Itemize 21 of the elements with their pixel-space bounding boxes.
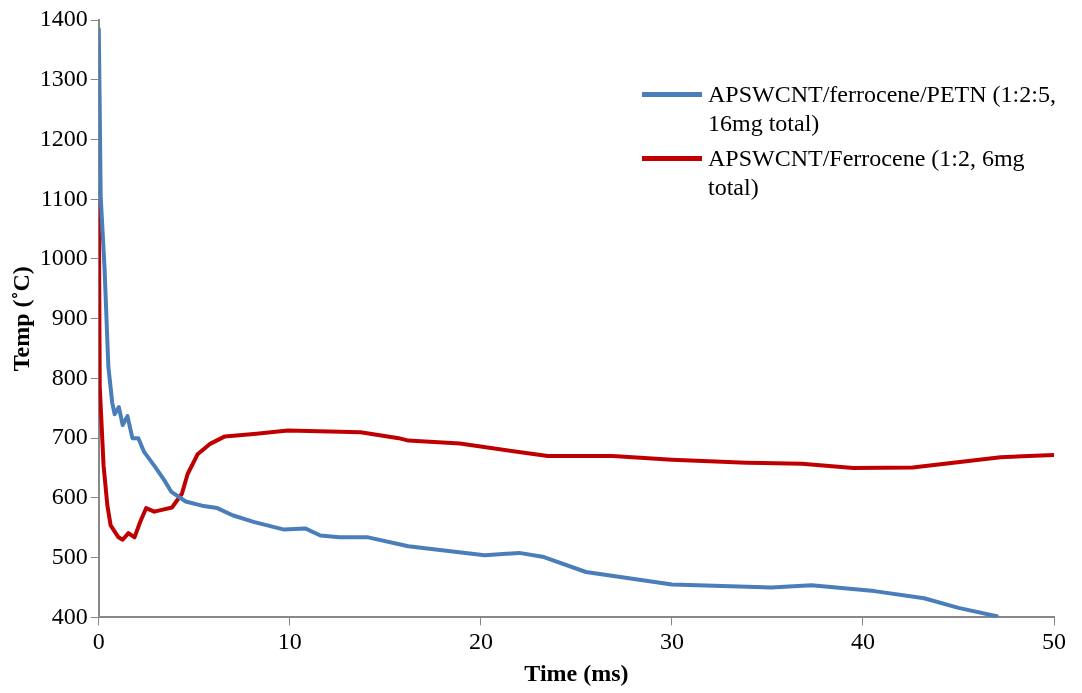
y-tick-label: 1200 (39, 124, 88, 151)
x-tick-label: 0 (92, 628, 105, 655)
y-tick-label: 1100 (40, 184, 88, 211)
x-tick-label: 40 (850, 628, 875, 655)
y-tick-label: 500 (51, 542, 88, 569)
y-tick-label: 600 (51, 483, 88, 510)
y-tick-label: 700 (51, 423, 88, 450)
y-tick-label: 1400 (39, 5, 88, 32)
y-tick-label: 1000 (39, 244, 88, 271)
x-tick-label: 30 (659, 628, 684, 655)
x-tick-label: 20 (468, 628, 493, 655)
y-axis-title: Temp (˚C) (7, 266, 34, 372)
y-tick-label: 400 (51, 602, 88, 629)
x-tick-label: 50 (1042, 628, 1066, 655)
y-tick-label: 900 (51, 304, 88, 330)
y-tick-label: 800 (51, 363, 88, 390)
y-tick-label: 1300 (39, 65, 88, 92)
x-axis-title: Time (ms) (524, 659, 629, 686)
legend-label: APSWCNT/ferrocene/PETN (1:2:5, 16mg total) (708, 80, 1057, 138)
legend-label: APSWCNT/Ferrocene (1:2, 6mg total) (708, 144, 1026, 202)
x-tick-label: 10 (277, 628, 302, 655)
